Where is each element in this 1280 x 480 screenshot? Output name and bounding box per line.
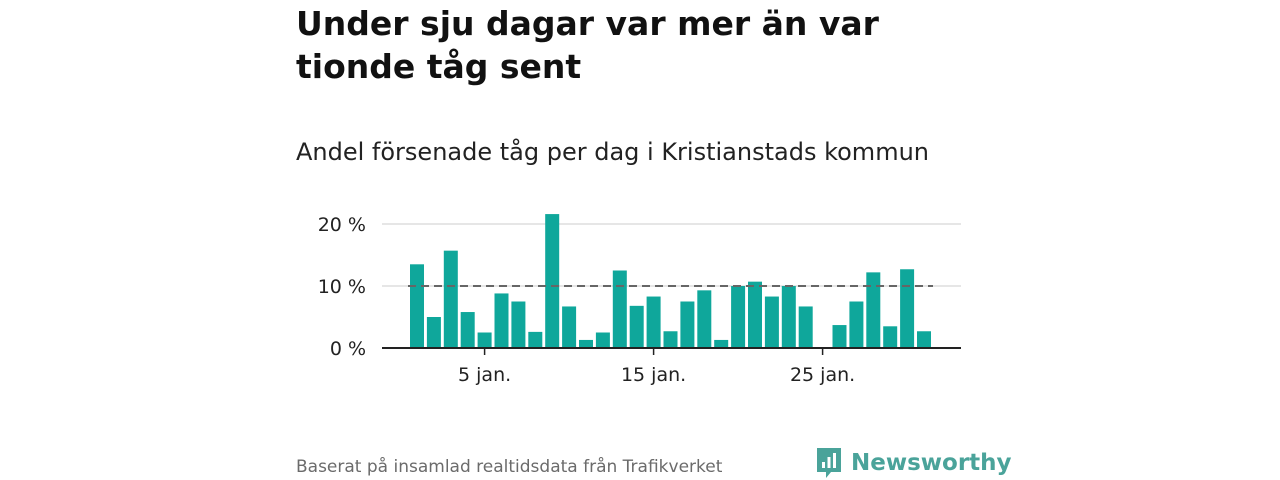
brand-logo: Newsworthy	[815, 446, 1012, 480]
bar	[832, 325, 847, 348]
bar	[900, 269, 915, 348]
bar	[764, 296, 779, 348]
bar	[629, 305, 644, 348]
bar	[426, 317, 441, 348]
bar	[697, 290, 712, 348]
bar	[595, 332, 610, 348]
chart-title: Under sju dagar var mer än var tionde tå…	[296, 4, 879, 86]
bar	[849, 301, 864, 348]
bar	[528, 331, 543, 348]
source-note: Baserat på insamlad realtidsdata från Tr…	[296, 457, 723, 477]
bar	[477, 332, 492, 348]
bar	[579, 339, 593, 348]
bar	[443, 250, 458, 348]
bar	[646, 296, 661, 348]
bar	[410, 264, 424, 348]
brand-name: Newsworthy	[851, 450, 1012, 476]
bar	[714, 339, 729, 348]
bar	[748, 281, 762, 348]
bar-chart: 0 % 10 % 20 % 5 jan. 15 jan. 25 jan.	[318, 214, 961, 386]
x-tick-label: 25 jan.	[790, 364, 855, 386]
y-tick-label: 20 %	[318, 214, 366, 236]
bar	[494, 293, 509, 348]
chart-subtitle: Andel försenade tåg per dag i Kristianst…	[296, 138, 929, 166]
bar	[545, 214, 560, 348]
x-tick-label: 5 jan.	[458, 364, 511, 386]
bar	[883, 326, 898, 348]
bar	[663, 331, 678, 348]
bar	[562, 306, 577, 348]
bar	[798, 306, 813, 348]
y-tick-label: 0 %	[330, 338, 366, 360]
newsworthy-logo-icon	[817, 448, 841, 478]
bar	[917, 331, 931, 348]
bar	[612, 270, 627, 348]
bar	[731, 286, 746, 348]
bar	[781, 286, 796, 348]
bar	[460, 312, 475, 348]
x-tick-label: 15 jan.	[621, 364, 686, 386]
y-tick-label: 10 %	[318, 276, 366, 298]
bar	[680, 301, 695, 348]
bar	[511, 301, 526, 348]
bar	[866, 272, 881, 348]
